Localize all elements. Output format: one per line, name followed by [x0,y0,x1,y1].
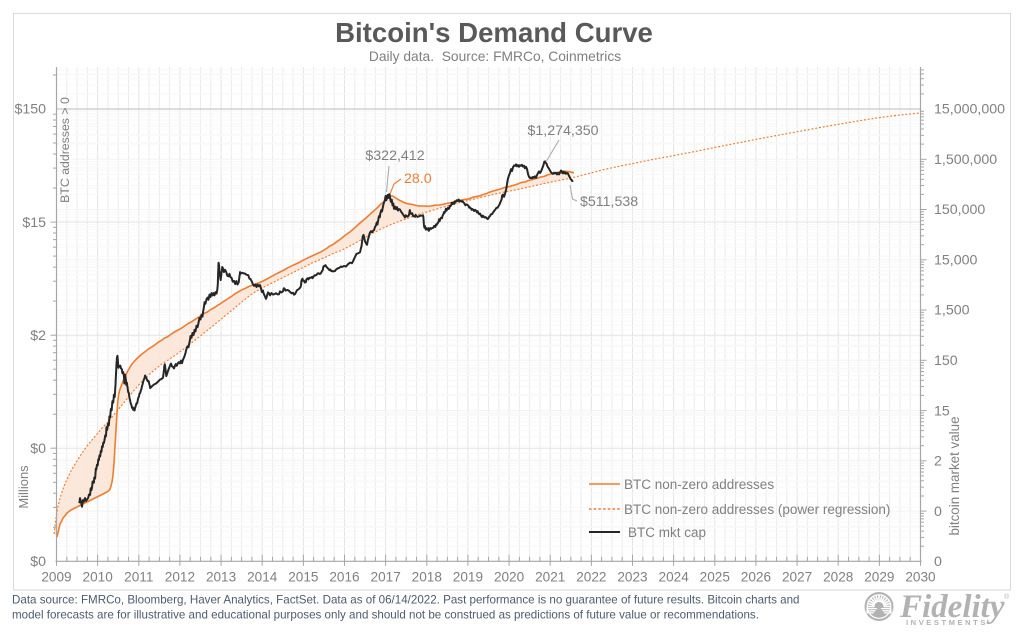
svg-text:BTC non-zero addresses (power: BTC non-zero addresses (power regression… [624,502,890,517]
svg-text:$15: $15 [22,215,46,231]
svg-text:2029: 2029 [864,570,894,585]
svg-text:bitcoin market value: bitcoin market value [947,416,962,535]
svg-text:150,000: 150,000 [934,202,985,218]
svg-text:1,500,000: 1,500,000 [934,152,997,168]
svg-text:2013: 2013 [206,570,236,585]
svg-text:2009: 2009 [41,570,71,585]
svg-text:2014: 2014 [247,570,278,585]
svg-text:2016: 2016 [329,570,359,585]
svg-text:2012: 2012 [165,570,195,585]
svg-text:2022: 2022 [576,570,606,585]
svg-text:$0: $0 [30,441,46,457]
svg-text:2021: 2021 [535,570,565,585]
svg-text:Data source: FMRCo, Bloomberg,: Data source: FMRCo, Bloomberg, Haver Ana… [12,594,799,607]
svg-text:$511,538: $511,538 [580,194,638,210]
svg-text:2010: 2010 [83,570,114,585]
svg-text:BTC mkt cap: BTC mkt cap [628,525,706,540]
svg-text:2030: 2030 [905,570,936,585]
svg-text:Millions: Millions [16,465,31,509]
svg-text:2: 2 [934,454,942,470]
svg-text:2024: 2024 [659,570,690,585]
svg-text:Bitcoin's Demand Curve: Bitcoin's Demand Curve [335,17,653,48]
svg-text:15,000,000: 15,000,000 [934,102,1005,118]
svg-text:2017: 2017 [371,570,401,585]
svg-text:2015: 2015 [288,570,318,585]
svg-text:2019: 2019 [453,570,483,585]
svg-text:$1,274,350: $1,274,350 [527,123,598,139]
svg-text:0: 0 [934,554,942,570]
svg-text:28.0: 28.0 [404,171,432,187]
svg-text:BTC non-zero addresses: BTC non-zero addresses [624,477,774,492]
svg-text:®: ® [1004,593,1010,601]
svg-text:Daily data. Source: FMRCo, Co: Daily data. Source: FMRCo, Coinmetrics [369,49,621,64]
svg-text:15,000: 15,000 [934,252,978,268]
svg-text:15: 15 [934,403,950,419]
svg-text:0: 0 [934,504,942,520]
svg-text:$2: $2 [30,328,46,344]
svg-text:2027: 2027 [782,570,812,585]
svg-text:150: 150 [934,353,958,369]
svg-text:2011: 2011 [124,570,153,585]
svg-text:INVESTMENTS: INVESTMENTS [906,618,988,627]
svg-text:$150: $150 [14,102,46,118]
svg-text:1,500: 1,500 [934,303,970,319]
svg-text:2020: 2020 [494,570,525,585]
svg-text:2028: 2028 [823,570,853,585]
svg-text:2025: 2025 [700,570,730,585]
svg-text:Fidelity: Fidelity [899,589,1005,625]
svg-text:2026: 2026 [741,570,771,585]
svg-text:2023: 2023 [617,570,647,585]
svg-text:$322,412: $322,412 [365,148,424,164]
svg-text:$0: $0 [30,554,46,570]
svg-text:BTC addresses > 0: BTC addresses > 0 [58,97,72,203]
svg-text:model forecasts are for illust: model forecasts are for illustrative and… [12,608,759,621]
svg-text:2018: 2018 [412,570,442,585]
